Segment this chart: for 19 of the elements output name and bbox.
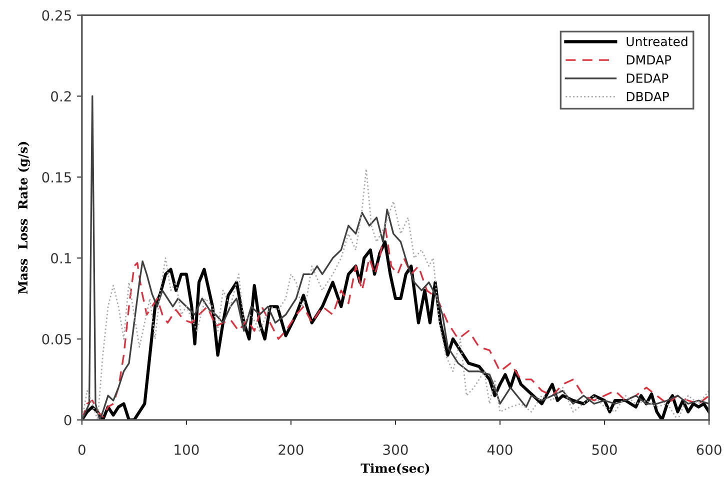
y-tick-label: 0.15: [42, 172, 71, 183]
x-tick-label: 0: [78, 444, 86, 455]
legend-label: DBDAP: [626, 92, 669, 102]
x-tick-label: 300: [383, 444, 408, 455]
y-tick-label: 0.25: [42, 10, 71, 21]
y-tick-label: 0: [64, 414, 72, 426]
x-tick-label: 200: [278, 444, 304, 455]
x-tick-label: 100: [174, 444, 199, 455]
x-tick-label: 600: [696, 444, 722, 455]
x-axis-title: Time(sec): [360, 463, 430, 475]
x-tick-label: 400: [487, 444, 512, 455]
legend-label: Untreated: [626, 36, 688, 46]
x-tick-label: 500: [592, 444, 617, 455]
y-tick-label: 0.1: [51, 253, 71, 264]
y-tick-label: 0.05: [42, 334, 71, 344]
y-axis-title: Mass Loss Rate (g/s): [18, 142, 30, 294]
legend-label: DEDAP: [626, 74, 668, 83]
y-tick-label: 0.2: [51, 91, 71, 102]
legend-label: DMDAP: [626, 55, 672, 64]
